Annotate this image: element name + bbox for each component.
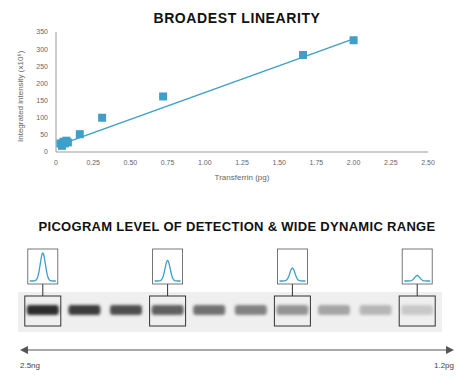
- svg-text:Transferrin (pg): Transferrin (pg): [215, 173, 270, 182]
- svg-text:Integrated intensity (x10⁶): Integrated intensity (x10⁶): [16, 50, 25, 142]
- svg-text:100: 100: [36, 114, 48, 121]
- svg-text:0.50: 0.50: [124, 159, 138, 166]
- svg-text:50: 50: [40, 131, 48, 138]
- svg-text:250: 250: [36, 63, 48, 70]
- svg-text:300: 300: [36, 46, 48, 53]
- svg-text:PICOGRAM LEVEL OF DETECTION &: PICOGRAM LEVEL OF DETECTION & WIDE DYNAM…: [39, 219, 436, 234]
- svg-text:200: 200: [36, 80, 48, 87]
- svg-text:1.25: 1.25: [235, 159, 249, 166]
- svg-text:350: 350: [36, 28, 48, 35]
- svg-text:2.00: 2.00: [347, 159, 361, 166]
- svg-text:150: 150: [36, 97, 48, 104]
- svg-text:1.75: 1.75: [310, 159, 324, 166]
- svg-text:0.25: 0.25: [86, 159, 100, 166]
- svg-text:1.00: 1.00: [198, 159, 212, 166]
- svg-text:0: 0: [54, 159, 58, 166]
- svg-text:1.50: 1.50: [272, 159, 286, 166]
- svg-text:0.75: 0.75: [161, 159, 175, 166]
- svg-text:1.2pg: 1.2pg: [434, 361, 454, 370]
- html-text:BROADEST LINEARITY: BROADEST LINEARITY: [153, 10, 321, 26]
- svg-text:2.25: 2.25: [384, 159, 398, 166]
- svg-text:2.5ng: 2.5ng: [20, 361, 40, 370]
- svg-text:2.50: 2.50: [421, 159, 435, 166]
- svg-text:0: 0: [44, 148, 48, 155]
